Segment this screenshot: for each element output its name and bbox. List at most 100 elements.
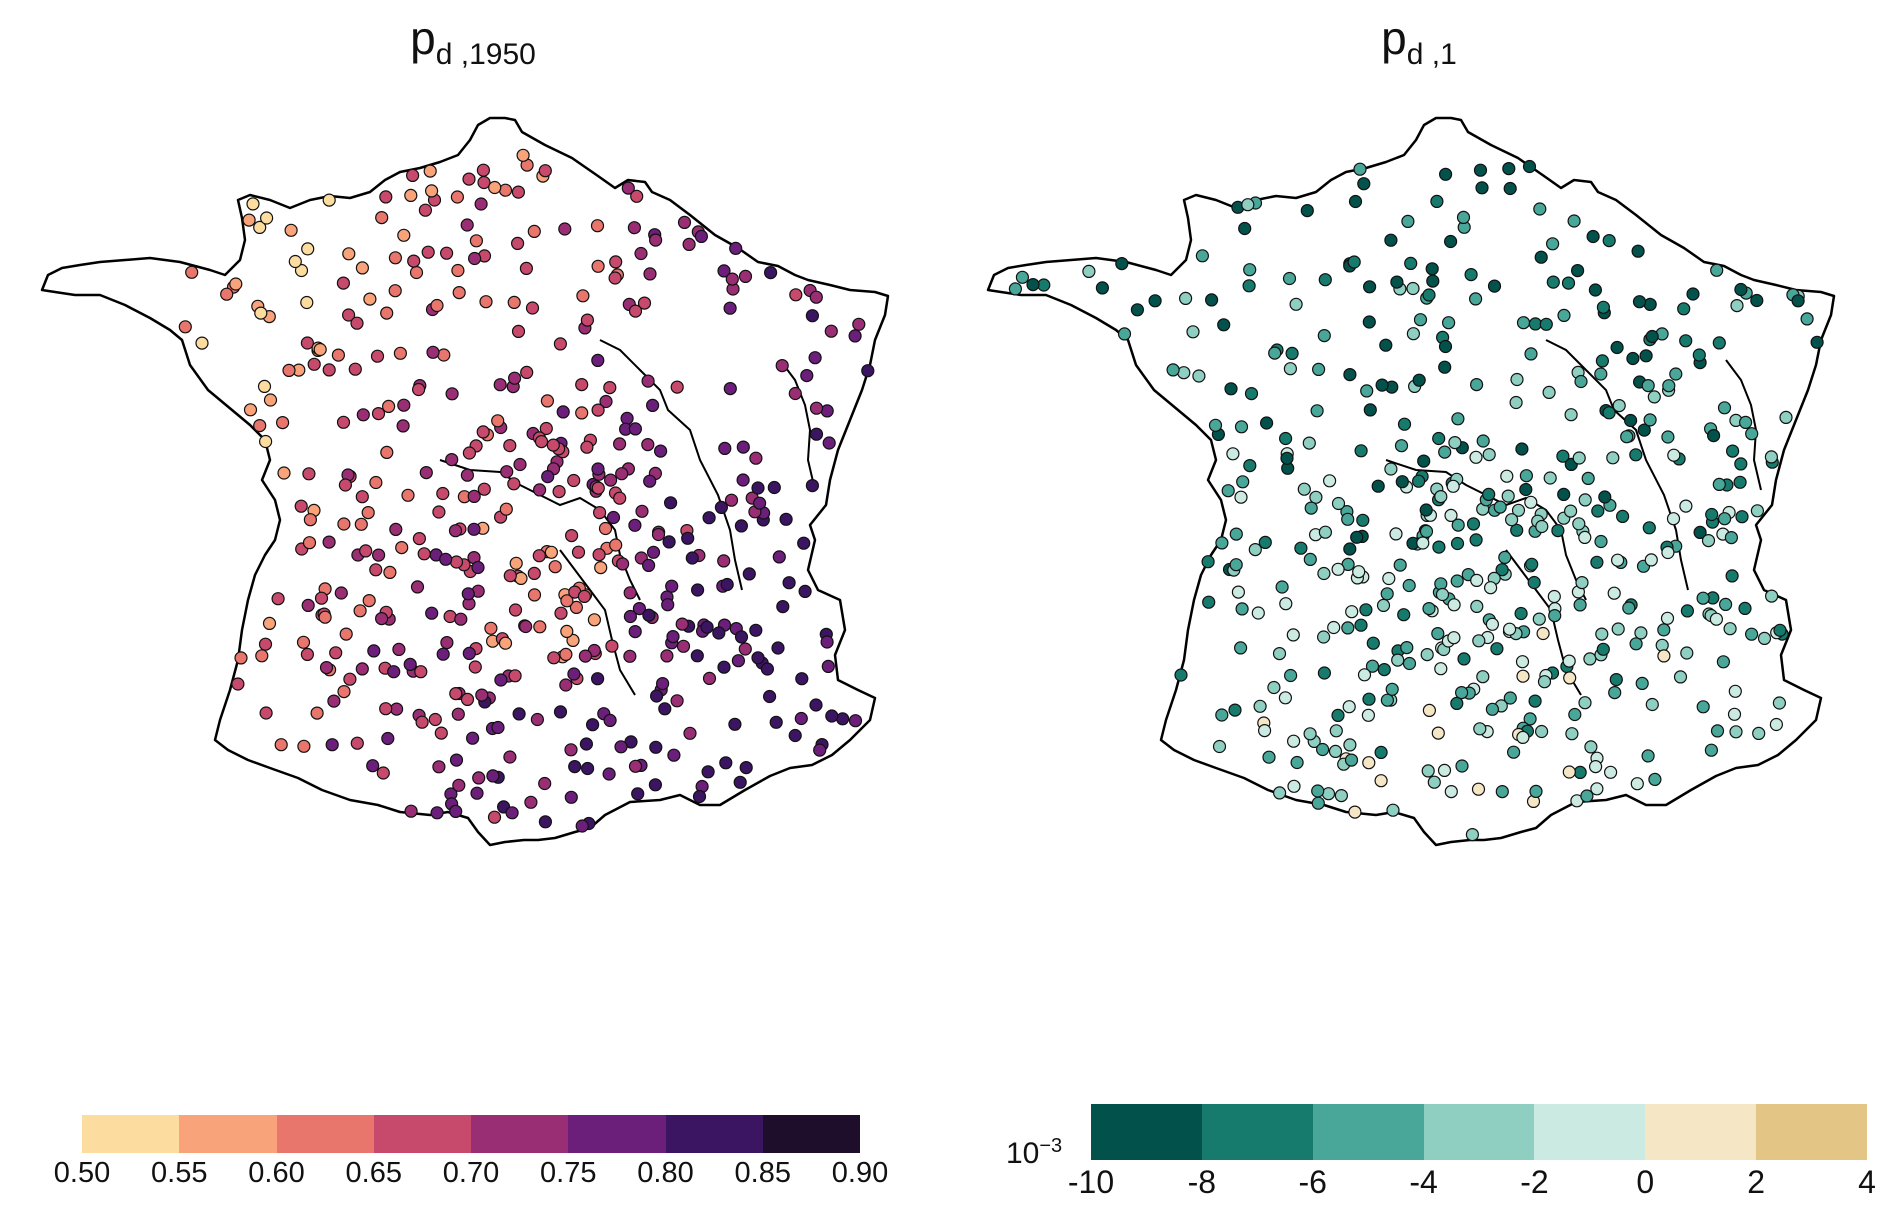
station-marker [1386, 803, 1400, 817]
france-map [986, 116, 1836, 847]
station-marker [1632, 295, 1647, 309]
colorbar-segment [276, 1115, 374, 1153]
station-marker [1278, 691, 1292, 705]
station-marker [772, 550, 786, 564]
station-marker [302, 467, 316, 481]
station-marker [1565, 727, 1579, 741]
station-marker [1465, 827, 1480, 842]
station-marker [254, 306, 268, 320]
station-marker [733, 775, 747, 789]
station-marker [337, 517, 351, 531]
colorbar: 0.50 0.55 0.60 0.65 0.70 0.75 0.80 0.85 0.90 [54, 1115, 888, 1189]
station-marker [1757, 631, 1772, 646]
station-marker [835, 712, 850, 726]
station-marker [1464, 268, 1478, 282]
station-marker [1422, 288, 1436, 302]
station-marker [723, 301, 737, 315]
station-marker [1344, 753, 1359, 767]
station-marker [564, 790, 578, 804]
station-marker [487, 810, 502, 824]
station-marker [1242, 279, 1256, 293]
station-marker [590, 672, 605, 686]
station-marker [415, 715, 429, 729]
station-marker [471, 560, 485, 575]
station-marker [1394, 439, 1409, 453]
station-marker [440, 246, 454, 260]
station-marker [729, 241, 743, 255]
station-marker [380, 445, 394, 459]
station-marker [660, 649, 674, 663]
station-marker [577, 589, 592, 603]
station-marker [702, 671, 717, 686]
station-marker [554, 606, 568, 620]
station-marker [1357, 177, 1371, 191]
station-marker [1374, 774, 1388, 788]
station-marker [253, 220, 267, 235]
station-marker [508, 669, 522, 683]
station-marker [462, 172, 476, 186]
station-marker [717, 660, 731, 674]
station-marker [348, 362, 362, 376]
station-marker [1487, 279, 1502, 293]
station-marker [462, 646, 476, 661]
region-boundary [779, 359, 816, 491]
station-marker [262, 616, 277, 631]
station-marker [575, 406, 589, 420]
station-marker [1706, 429, 1721, 443]
station-marker [445, 387, 459, 401]
station-marker [342, 308, 356, 322]
station-marker [434, 726, 448, 740]
station-marker [1360, 384, 1374, 398]
station-marker [406, 168, 420, 183]
station-marker [1357, 668, 1372, 682]
station-marker [1734, 282, 1748, 297]
station-marker [300, 647, 314, 662]
station-marker [1229, 558, 1243, 572]
station-marker [734, 519, 749, 533]
station-marker [1317, 566, 1331, 581]
station-marker [1393, 558, 1407, 572]
station-marker [1286, 628, 1300, 642]
station-marker [301, 598, 315, 612]
station-marker [452, 778, 466, 792]
colorbar-tick-label: 0.55 [151, 1157, 208, 1189]
station-marker [566, 633, 580, 648]
station-marker [1634, 626, 1648, 640]
station-marker [1612, 399, 1626, 413]
station-marker [507, 371, 522, 385]
station-marker [439, 552, 453, 566]
station-marker [675, 617, 689, 631]
station-marker [1779, 410, 1793, 424]
station-marker [294, 263, 309, 278]
station-marker [1444, 234, 1458, 249]
country-outline [986, 116, 1836, 847]
station-marker [825, 709, 839, 723]
station-marker [1532, 612, 1546, 626]
station-marker [314, 591, 329, 605]
station-marker [1476, 670, 1490, 684]
station-marker [1438, 360, 1452, 374]
station-marker [1234, 641, 1248, 655]
station-marker [1735, 510, 1749, 524]
station-marker [1323, 474, 1337, 488]
station-marker [503, 439, 517, 453]
station-marker [1680, 646, 1694, 660]
station-marker [682, 237, 696, 251]
station-marker [1401, 214, 1415, 229]
station-marker [1379, 338, 1393, 352]
station-marker [1115, 257, 1129, 271]
station-marker [454, 612, 468, 626]
station-marker [782, 576, 796, 590]
station-marker [1343, 368, 1357, 382]
station-marker [1117, 327, 1132, 341]
station-marker [389, 522, 403, 536]
station-marker [603, 473, 618, 487]
station-marker [276, 416, 290, 430]
station-marker [474, 197, 488, 211]
colorbar-segment [373, 1115, 471, 1153]
station-marker [579, 737, 594, 751]
station-marker [564, 743, 578, 757]
colorbar-tick-label: 0.50 [53, 1157, 111, 1189]
station-marker [260, 211, 274, 225]
station-marker [1186, 325, 1200, 339]
